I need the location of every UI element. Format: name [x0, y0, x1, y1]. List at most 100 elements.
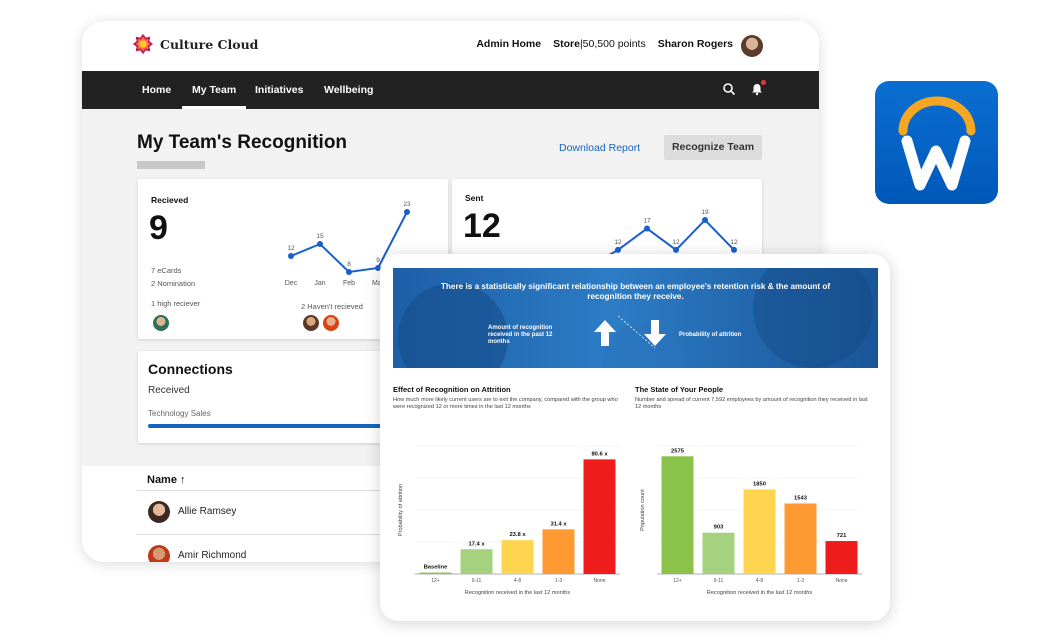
- data-label: 903: [714, 525, 724, 531]
- data-point: [288, 253, 294, 259]
- tick-label: 9-11: [472, 578, 482, 584]
- table-row-name[interactable]: Amir Richmond: [178, 550, 247, 561]
- nav-initiatives[interactable]: Initiatives: [255, 84, 304, 96]
- divider: [137, 534, 437, 535]
- data-point: [702, 217, 708, 223]
- bar: [460, 549, 493, 574]
- insight-card: There is a statistically significant rel…: [380, 254, 890, 621]
- tick-label: Dec: [285, 280, 298, 287]
- data-point: [375, 265, 381, 271]
- tick-label: None: [594, 578, 606, 584]
- received-count: 9: [149, 209, 168, 247]
- admin-home-link[interactable]: Admin Home: [476, 38, 542, 50]
- arrow-down-icon: [644, 320, 666, 346]
- avatar[interactable]: [323, 315, 339, 331]
- bar: [501, 540, 534, 574]
- havent-received-text: 2 Haven't recieved: [301, 302, 363, 311]
- banner-headline: There is a statistically significant rel…: [440, 282, 831, 302]
- x-axis-label: Recognition received in the last 12 mont…: [465, 590, 571, 596]
- connections-team: Technology Sales: [148, 409, 211, 418]
- data-label: 23: [403, 201, 411, 208]
- name-header-label: Name: [147, 474, 177, 486]
- recognize-team-button[interactable]: Recognize Team: [664, 135, 762, 160]
- left-chart-title: Effect of Recognition on Attrition: [393, 385, 511, 394]
- data-label: 23.8 x: [509, 532, 526, 538]
- connections-received: Received: [148, 385, 190, 396]
- received-label: Recieved: [151, 195, 189, 205]
- brand-logo[interactable]: Culture Cloud: [132, 33, 258, 55]
- tick-label: Feb: [343, 280, 355, 287]
- search-icon[interactable]: [722, 82, 736, 96]
- left-chart-subtitle: How much more likely current users are t…: [393, 397, 618, 411]
- sort-arrow-icon: ↑: [180, 474, 186, 486]
- culture-cloud-logo-icon: [132, 33, 154, 55]
- data-label: 17: [643, 218, 651, 225]
- high-receiver-text: 1 high reciever: [151, 299, 201, 308]
- data-point: [317, 241, 323, 247]
- tick-label: 12+: [431, 578, 440, 584]
- tick-label: 1-3: [797, 578, 804, 584]
- x-axis-label: Recognition received in the last 12 mont…: [707, 590, 813, 596]
- notification-button[interactable]: [750, 80, 766, 96]
- nominations-count: 2 Nomination: [151, 279, 196, 288]
- top-links: Admin Home Store|50,500 points Sharon Ro…: [476, 38, 733, 50]
- tick-label: Mar: [372, 280, 385, 287]
- data-label: 8: [347, 261, 351, 268]
- workday-app-icon[interactable]: [875, 81, 998, 204]
- tick-label: Jan: [314, 280, 325, 287]
- data-label: 19: [701, 209, 709, 216]
- avatar[interactable]: [148, 545, 170, 562]
- tick-label: 12+: [673, 578, 682, 584]
- user-avatar[interactable]: [741, 35, 763, 57]
- data-label: Baseline: [424, 565, 449, 571]
- tick-label: 4-8: [514, 578, 521, 584]
- banner-left-label: Amount of recognition received in the pa…: [488, 325, 553, 346]
- data-point: [404, 209, 410, 215]
- data-label: 12: [672, 239, 680, 246]
- user-name[interactable]: Sharon Rogers: [657, 38, 733, 50]
- data-label: 1850: [753, 481, 766, 487]
- bar: [825, 541, 858, 574]
- points-balance: 50,500 points: [582, 38, 646, 50]
- data-point: [731, 246, 737, 253]
- data-label: 15: [316, 233, 324, 240]
- bar: [661, 456, 694, 574]
- tick-label: 4-8: [756, 578, 763, 584]
- banner-right-label: Probability of attrition: [679, 332, 742, 338]
- nav-my-team[interactable]: My Team: [181, 84, 247, 109]
- received-line-chart: 12 Dec 15 Jan 8 Feb 9 Mar 23: [285, 201, 411, 287]
- y-axis-label: Probability of attrition: [398, 484, 404, 536]
- store-label: Store: [553, 38, 580, 50]
- avatar[interactable]: [153, 315, 169, 331]
- data-point: [644, 225, 650, 232]
- store-link[interactable]: Store|50,500 points: [553, 38, 646, 50]
- nav-home[interactable]: Home: [142, 84, 172, 96]
- tick-label: 9-11: [714, 578, 724, 584]
- right-chart-title: The State of Your People: [635, 385, 724, 394]
- divider: [137, 490, 437, 491]
- nav-wellbeing[interactable]: Wellbeing: [324, 84, 374, 96]
- bar: [743, 489, 776, 574]
- series-line: [588, 218, 735, 268]
- bar: [784, 503, 817, 574]
- store-separator: |: [579, 38, 583, 50]
- y-axis-label: Population count: [640, 489, 646, 531]
- avatar[interactable]: [303, 315, 319, 331]
- bell-icon: [752, 84, 762, 96]
- workday-logo-icon: [898, 96, 976, 191]
- data-label: 2575: [671, 448, 685, 454]
- tick-label: 1-3: [555, 578, 562, 584]
- download-report-link[interactable]: Download Report: [559, 142, 641, 154]
- attrition-bar-chart: Baseline 12+ 17.4 x 9-11 23.8 x 4-8 31.4 x 1-3 8…: [398, 445, 620, 596]
- insight-banner: There is a statistically significant rel…: [393, 268, 878, 368]
- table-row-name[interactable]: Allie Ramsey: [178, 506, 237, 517]
- name-column-header[interactable]: Name ↑: [147, 474, 186, 486]
- sent-count: 12: [463, 207, 501, 245]
- data-point: [615, 246, 621, 253]
- tick-label: None: [836, 578, 848, 584]
- data-label: 80.6 x: [591, 451, 608, 457]
- ecards-count: 7 eCards: [151, 266, 182, 275]
- avatar[interactable]: [148, 501, 170, 523]
- bar: [542, 529, 575, 574]
